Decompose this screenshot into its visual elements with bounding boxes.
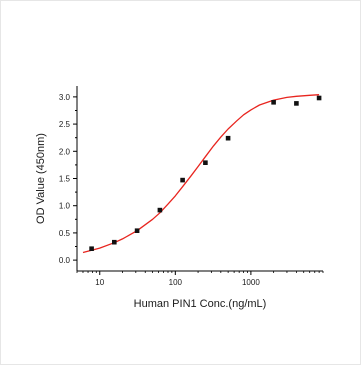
data-point <box>271 100 276 105</box>
x-axis-title: Human PIN1 Conc.(ng/mL) <box>134 298 267 310</box>
y-tick-label: 1.0 <box>59 202 71 211</box>
data-point <box>112 239 117 245</box>
fit-curve-layer <box>82 94 320 254</box>
x-tick-label: 10 <box>95 278 104 287</box>
y-tick-label: 0.0 <box>59 256 71 265</box>
data-point <box>157 207 163 213</box>
fit-curve-line <box>82 94 320 254</box>
data-point <box>134 228 140 233</box>
y-axis-title: OD Value (450nm) <box>35 133 47 224</box>
data-point <box>180 177 185 183</box>
data-point <box>294 101 299 106</box>
y-tick-label: 0.5 <box>59 229 71 238</box>
data-point <box>203 160 208 165</box>
y-tick-label: 3.0 <box>59 93 71 102</box>
y-tick-label: 2.0 <box>59 147 71 156</box>
y-tick-label: 2.5 <box>59 120 71 129</box>
data-points-layer <box>89 95 322 251</box>
data-point <box>316 95 322 101</box>
axes: 0.0 0.5 1.0 1.5 2.0 2.5 3.0 10 100 1000 <box>59 86 324 287</box>
data-point <box>225 135 231 141</box>
x-tick-label: 1000 <box>242 278 260 287</box>
x-tick-label: 100 <box>169 278 183 287</box>
y-tick-label: 1.5 <box>59 175 71 184</box>
data-point <box>89 246 94 251</box>
